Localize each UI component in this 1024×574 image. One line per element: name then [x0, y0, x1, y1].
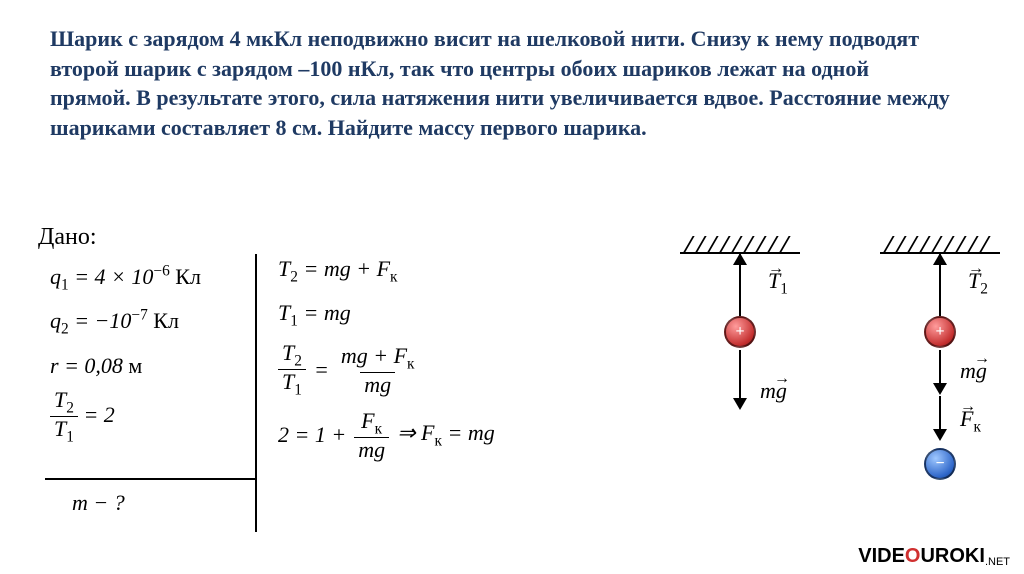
- arrow-T2: [933, 253, 947, 265]
- logo-videouroki: VIDEOUROKI.NET: [858, 545, 1010, 568]
- ball-negative: −: [924, 448, 956, 480]
- ball-positive: +: [724, 316, 756, 348]
- vertical-divider: [255, 254, 257, 532]
- arrow-Fk: [933, 429, 947, 441]
- label-Fk: →Fк: [960, 406, 981, 436]
- diagram-before: →T1 + →mg: [680, 238, 820, 438]
- problem-statement: Шарик с зарядом 4 мкКл неподвижно висит …: [50, 24, 950, 143]
- arrow-mg-2: [933, 383, 947, 395]
- given-ratio: T2 T1 = 2: [50, 388, 245, 446]
- given-q1: q1 = 4 × 10−6 Кл: [50, 256, 245, 300]
- ceiling-hatch-2: [880, 238, 1000, 254]
- eq-T2: T2 = mg + Fк: [278, 256, 648, 286]
- arrow-T1: [733, 253, 747, 265]
- find-row: m − ?: [72, 490, 125, 516]
- given-r: r = 0,08 м: [50, 345, 245, 388]
- label-mg-2: →mg: [960, 358, 987, 384]
- diagram-after: →T2 + →mg →Fк −: [880, 238, 1020, 538]
- solution-column: T2 = mg + Fк T1 = mg T2 T1 = mg + Fк mg …: [278, 256, 648, 462]
- ball-positive-2: +: [924, 316, 956, 348]
- eq-ratio: T2 T1 = mg + Fк mg: [278, 341, 648, 399]
- horizontal-divider: [45, 478, 255, 480]
- given-label: Дано:: [38, 224, 97, 251]
- ceiling-hatch: [680, 238, 800, 254]
- given-q2: q2 = −10−7 Кл: [50, 300, 245, 344]
- given-column: q1 = 4 × 10−6 Кл q2 = −10−7 Кл r = 0,08 …: [50, 256, 245, 446]
- arrow-mg: [733, 398, 747, 410]
- label-T2: →T2: [968, 268, 988, 298]
- label-T1: →T1: [768, 268, 788, 298]
- eq-final: 2 = 1 + Fк mg ⇒ Fк = mg: [278, 409, 648, 462]
- eq-T1: T1 = mg: [278, 300, 648, 330]
- label-mg: →mg: [760, 378, 787, 404]
